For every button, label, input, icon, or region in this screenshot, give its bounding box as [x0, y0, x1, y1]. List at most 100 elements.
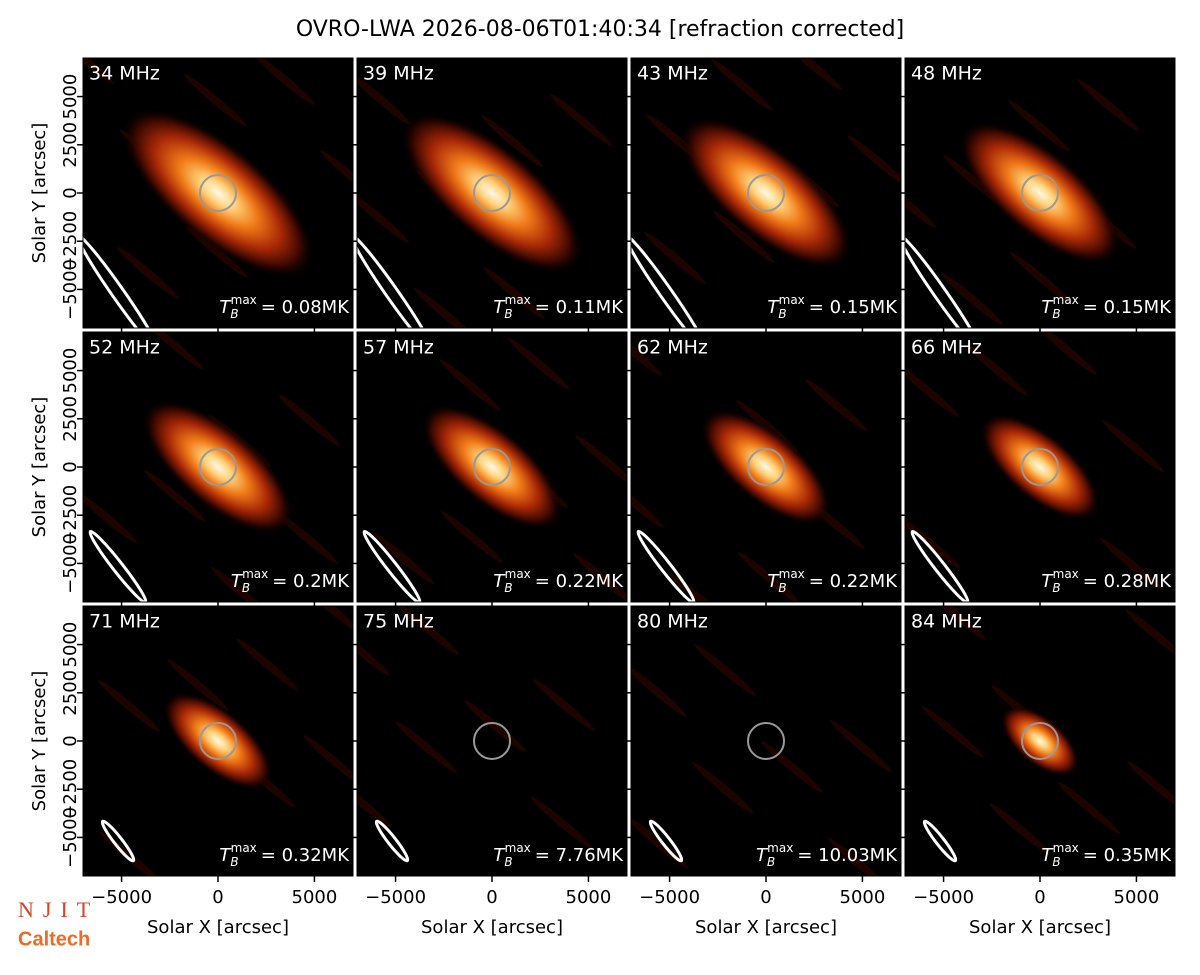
frequency-label: 71 MHz [89, 611, 160, 633]
streak [276, 512, 338, 564]
beam [88, 529, 148, 602]
tmax-label: TBmax = 0.11MK [493, 293, 624, 321]
streak [184, 74, 246, 126]
streak [357, 73, 411, 125]
x-tick-label: −5000 [913, 887, 974, 908]
panel [83, 58, 353, 328]
solar-disk [199, 722, 237, 760]
streak [692, 762, 754, 814]
streak [83, 58, 114, 84]
tmax-value: = 0.28MK [1083, 571, 1172, 592]
streak [1127, 761, 1175, 813]
y-axis-label: Solar Y [arcsec] [29, 397, 50, 538]
panel [357, 58, 627, 328]
emission [700, 408, 832, 526]
frequency-label: 80 MHz [637, 611, 708, 633]
y-axis-label: Solar Y [arcsec] [29, 671, 50, 812]
x-tick-label: 0 [760, 887, 771, 908]
y-tick-label: 0 [60, 735, 81, 746]
emission [979, 413, 1101, 521]
tmax-sub: B [504, 307, 512, 321]
streak [253, 58, 315, 105]
tmax-value: = 0.22MK [809, 571, 898, 592]
beam [357, 234, 434, 328]
streak [713, 211, 775, 263]
tmax-value: = 0.15MK [809, 297, 898, 318]
y-axis-label: Solar Y [arcsec] [29, 123, 50, 264]
streak [924, 606, 986, 640]
x-axis-label: Solar X [arcsec] [147, 917, 289, 938]
beam [631, 234, 708, 328]
streak [1100, 538, 1162, 590]
beam [905, 234, 982, 328]
x-tick-label: −5000 [639, 887, 700, 908]
y-tick-label: −5000 [60, 533, 81, 594]
figure-title: OVRO-LWA 2026-08-06T01:40:34 [refraction… [296, 17, 904, 42]
emission [421, 404, 563, 530]
solar-disk [199, 174, 237, 212]
streak [531, 797, 593, 849]
solar-disk [473, 722, 511, 760]
frequency-label: 39 MHz [363, 63, 434, 85]
tmax-sub: B [1052, 307, 1060, 321]
panel [631, 332, 901, 602]
beam [362, 529, 422, 602]
y-tick-label: 5000 [60, 348, 81, 394]
logo-caltech: Caltech [18, 928, 90, 950]
streak [631, 476, 664, 528]
streak [481, 115, 543, 167]
panel [631, 606, 901, 876]
streak [320, 150, 353, 202]
streak [211, 567, 273, 602]
x-axis-label: Solar X [arcsec] [421, 917, 563, 938]
beam [648, 819, 684, 863]
streak [236, 638, 298, 690]
panel [905, 332, 1175, 602]
beam [922, 819, 958, 863]
tmax-value: = 0.35MK [1083, 845, 1172, 866]
panel [631, 58, 901, 328]
streak [142, 332, 204, 370]
streak [167, 659, 229, 711]
solar-disk [1021, 722, 1059, 760]
streak [966, 344, 1028, 396]
frequency-label: 66 MHz [911, 337, 982, 359]
beam [83, 234, 160, 328]
tmax-sub: B [1052, 855, 1060, 869]
x-tick-label: 5000 [566, 887, 612, 908]
tmax-symbol: T [219, 845, 232, 866]
x-tick-label: 0 [486, 887, 497, 908]
x-tick-label: 5000 [292, 887, 338, 908]
streak [117, 247, 179, 299]
tmax-sub: B [1052, 581, 1060, 595]
y-tick-label: −5000 [60, 259, 81, 320]
tmax-sup: max [779, 293, 805, 307]
tmax-label: TBmax = 0.32MK [219, 841, 350, 869]
tmax-sup: max [231, 841, 257, 855]
x-tick-label: 5000 [840, 887, 886, 908]
frequency-label: 84 MHz [911, 611, 982, 633]
tmax-sub: B [504, 581, 512, 595]
solar-disk [473, 174, 511, 212]
emission [400, 112, 584, 274]
y-tick-label: 2500 [60, 670, 81, 716]
streak [1008, 100, 1070, 152]
tmax-sup: max [767, 841, 793, 855]
streak [694, 644, 756, 696]
streak [395, 721, 457, 773]
tmax-sup: max [779, 567, 805, 581]
y-tick-label: −2500 [60, 211, 81, 272]
tmax-symbol: T [219, 297, 232, 318]
emission [679, 116, 853, 270]
tmax-value: = 0.11MK [535, 297, 624, 318]
tmax-sup: max [1053, 567, 1079, 581]
panel [357, 332, 627, 602]
streak [575, 435, 627, 487]
emission [141, 399, 295, 535]
streak [483, 267, 545, 319]
tmax-symbol: T [1041, 571, 1054, 592]
streak [711, 59, 773, 111]
y-tick-label: 0 [60, 187, 81, 198]
frequency-label: 43 MHz [637, 63, 708, 85]
